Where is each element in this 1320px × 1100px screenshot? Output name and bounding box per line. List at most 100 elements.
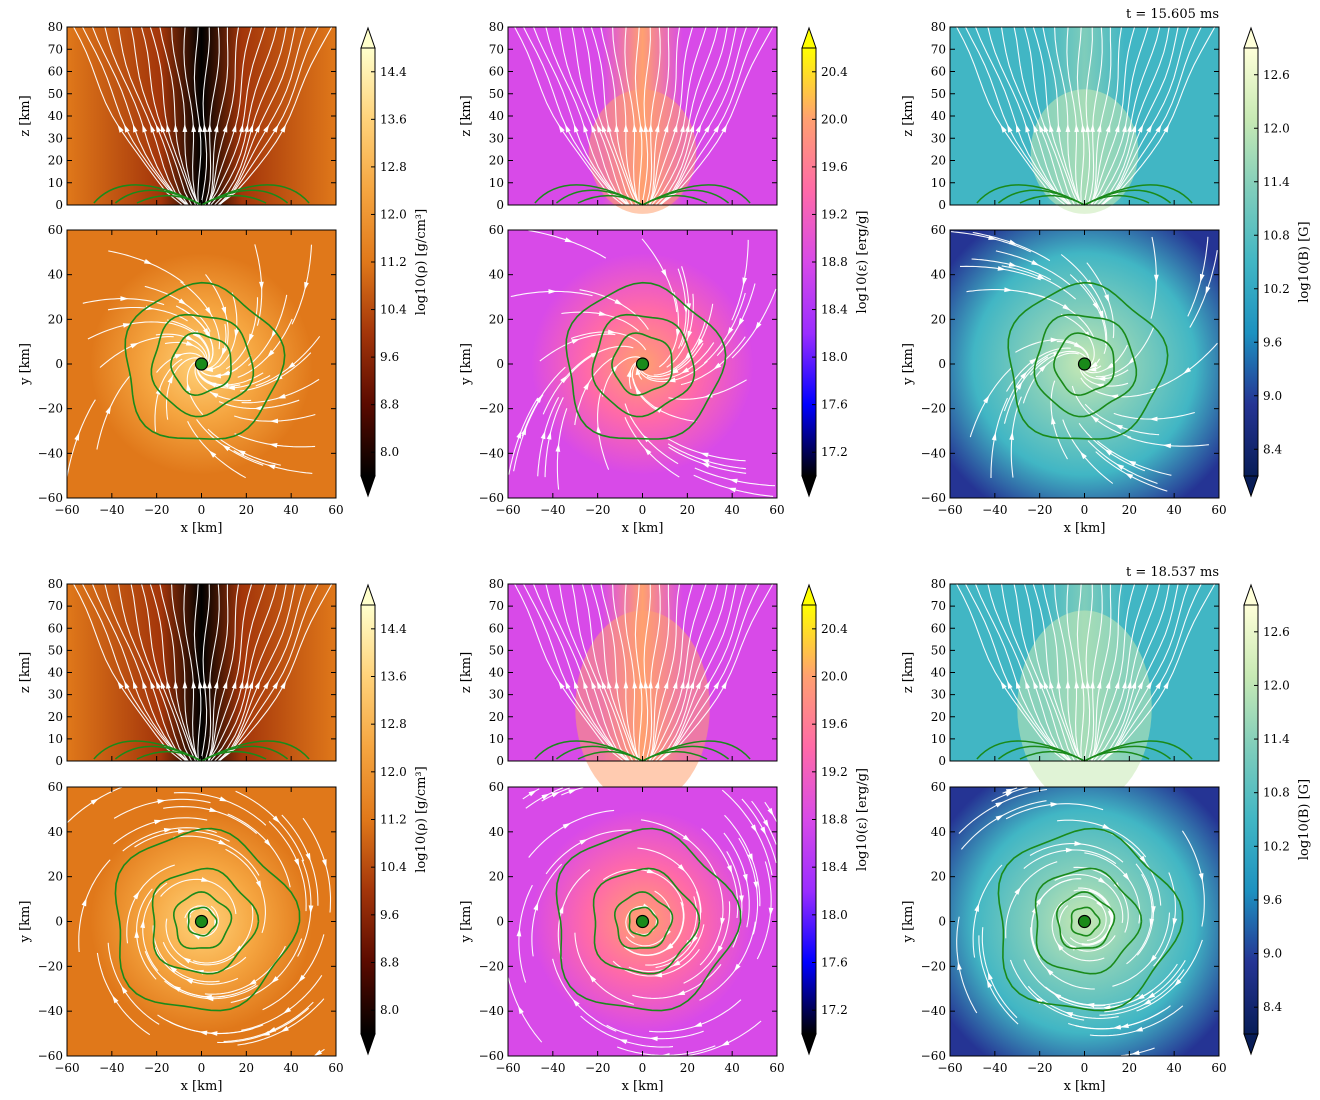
streamline-arrow bbox=[202, 680, 208, 689]
streamline-arrow bbox=[1085, 123, 1091, 133]
y-tick-label: −60 bbox=[921, 1049, 946, 1063]
black-hole-marker bbox=[1077, 357, 1092, 371]
streamline bbox=[523, 26, 628, 206]
black-hole-marker bbox=[1077, 914, 1092, 929]
y-tick-label: 10 bbox=[931, 732, 946, 746]
streamline-arrow bbox=[672, 123, 678, 133]
streamline-arrow bbox=[1015, 381, 1023, 390]
y-tick-label: 0 bbox=[496, 754, 504, 768]
streamline bbox=[210, 26, 278, 206]
y-tick-label: 50 bbox=[48, 643, 63, 657]
x-tick-label: −60 bbox=[495, 1061, 520, 1075]
streamline bbox=[210, 583, 278, 762]
y-tick-label: 40 bbox=[931, 825, 946, 839]
y-tick-label: 0 bbox=[55, 915, 63, 929]
streamline-arrow bbox=[166, 123, 171, 133]
streamline bbox=[658, 583, 737, 762]
density-contour bbox=[997, 827, 1184, 1012]
black-hole-marker bbox=[635, 357, 650, 371]
density-contour bbox=[1033, 313, 1138, 418]
streamline-arrow bbox=[1155, 124, 1162, 133]
streamline-arrow bbox=[1198, 873, 1204, 882]
streamline-arrow bbox=[313, 1049, 323, 1057]
density-contour bbox=[150, 313, 255, 418]
streamline-arrow bbox=[618, 1039, 628, 1045]
streamline-arrow bbox=[186, 382, 192, 392]
density-contour bbox=[201, 184, 310, 206]
streamline-arrow bbox=[643, 123, 649, 133]
colorbar-tick-label: 18.4 bbox=[821, 860, 848, 874]
streamline-arrow bbox=[663, 123, 669, 133]
colorbar-tick-label: 10.4 bbox=[380, 303, 407, 317]
y-axis-label: y [km] bbox=[18, 343, 33, 386]
streamline bbox=[207, 26, 253, 206]
streamline-arrow bbox=[237, 449, 246, 456]
density-contour bbox=[534, 740, 643, 762]
streamline bbox=[634, 26, 643, 206]
streamline-arrow bbox=[1045, 968, 1054, 976]
x-tick-label: −20 bbox=[144, 1061, 169, 1075]
streamline bbox=[581, 583, 634, 762]
streamline-arrow bbox=[995, 814, 1004, 821]
y-tick-label: 20 bbox=[489, 312, 504, 326]
colorbar-label: log10(ε) [erg/g] bbox=[855, 211, 870, 314]
colorbar-tick-label: 13.6 bbox=[380, 670, 407, 684]
streamline-arrow bbox=[1122, 872, 1130, 881]
y-tick-label: 40 bbox=[931, 666, 946, 680]
x-tick-label: −20 bbox=[1027, 1061, 1052, 1075]
streamline-arrow bbox=[218, 839, 227, 846]
y-axis-label: z [km] bbox=[901, 652, 916, 693]
streamline-arrow bbox=[173, 123, 179, 133]
streamline-arrow bbox=[160, 123, 166, 133]
streamline-arrow bbox=[81, 897, 87, 907]
streamline-arrow bbox=[244, 123, 249, 133]
y-tick-label: 50 bbox=[931, 87, 946, 101]
density-contour bbox=[565, 281, 727, 440]
x-tick-label: 0 bbox=[198, 1061, 206, 1075]
streamline bbox=[1090, 583, 1149, 762]
x-tick-label: 20 bbox=[1122, 503, 1137, 517]
streamline bbox=[140, 583, 193, 762]
colorbar-label: log10(B) [G] bbox=[1297, 221, 1312, 302]
streamline-arrow bbox=[173, 680, 179, 689]
y-tick-label: 70 bbox=[48, 42, 63, 56]
streamline bbox=[1042, 26, 1082, 206]
colorbar-label: log10(ρ) [g/cm³] bbox=[414, 209, 429, 315]
streamline-arrow bbox=[1131, 123, 1137, 133]
streamline-arrow bbox=[700, 459, 710, 464]
y-tick-label: 80 bbox=[489, 577, 504, 591]
density-contour bbox=[114, 827, 301, 1012]
density-contour bbox=[976, 740, 1085, 762]
streamline bbox=[171, 26, 199, 206]
streamline-arrow bbox=[555, 443, 561, 452]
colorbar-tick-label: 19.6 bbox=[821, 717, 848, 731]
x-tick-label: −60 bbox=[495, 503, 520, 517]
colorbar-tick-label: 10.2 bbox=[1263, 282, 1290, 296]
streamline-arrow bbox=[132, 680, 138, 689]
streamline-arrow bbox=[727, 487, 737, 493]
streamline-arrow bbox=[178, 298, 187, 305]
streamline-arrow bbox=[614, 299, 623, 306]
streamline-arrow bbox=[596, 424, 601, 434]
x-tick-label: −40 bbox=[99, 503, 124, 517]
streamline-arrow bbox=[720, 1040, 730, 1046]
streamline bbox=[660, 26, 748, 206]
streamline-arrow bbox=[204, 367, 213, 373]
streamline-arrow bbox=[134, 929, 140, 938]
streamline-arrow bbox=[713, 124, 720, 133]
streamline bbox=[1083, 26, 1093, 206]
streamline-arrow bbox=[986, 979, 993, 988]
density-contour bbox=[591, 313, 696, 418]
density-contour bbox=[1070, 906, 1101, 937]
streamline bbox=[207, 26, 266, 206]
streamline bbox=[207, 583, 253, 762]
y-axis-label: y [km] bbox=[459, 343, 474, 386]
streamline-arrow bbox=[150, 124, 156, 133]
x-tick-label: 40 bbox=[284, 1061, 299, 1075]
y-tick-label: 40 bbox=[489, 666, 504, 680]
y-tick-label: −20 bbox=[479, 402, 504, 416]
streamline-arrow bbox=[1131, 1050, 1140, 1056]
streamline bbox=[651, 26, 719, 206]
x-tick-label: 40 bbox=[1167, 1061, 1182, 1075]
streamline-arrow bbox=[957, 961, 962, 971]
